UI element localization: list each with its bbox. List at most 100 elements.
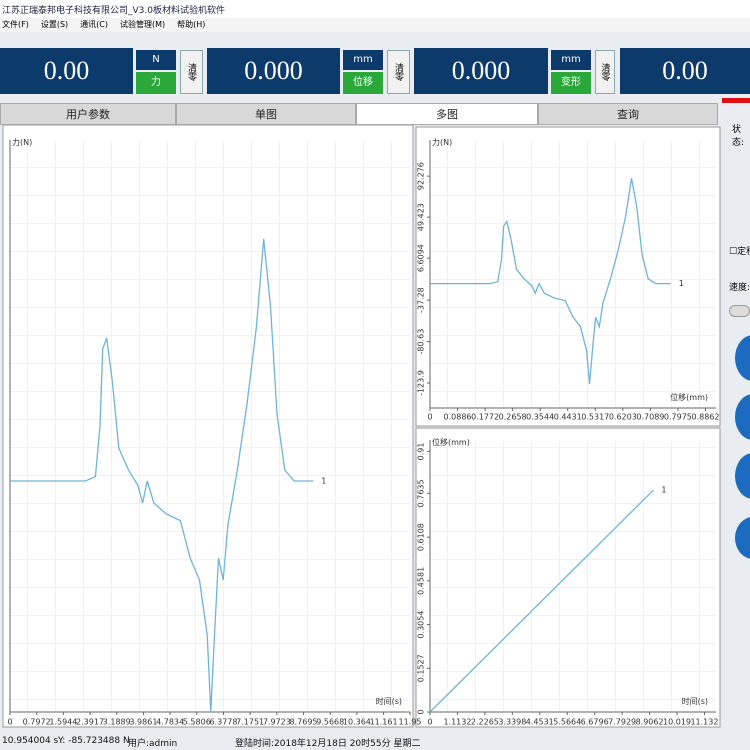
- readout-value: 0.00: [620, 48, 750, 94]
- x-tick-label: 3.9861: [129, 718, 157, 727]
- y-tick-label: -123.9: [417, 370, 426, 396]
- x-axis-label: 位移(mm): [670, 392, 708, 402]
- x-tick-label: 10.019: [663, 718, 691, 727]
- menu-item[interactable]: 试验管理(M): [120, 20, 166, 29]
- control-button[interactable]: [735, 394, 750, 440]
- menu-item[interactable]: 文件(F): [2, 20, 29, 29]
- menu-item[interactable]: 设置(S): [40, 20, 69, 29]
- series-label: 1: [679, 279, 684, 288]
- y-tick-label: 0.1527: [417, 654, 426, 682]
- alarm-bar: [722, 98, 750, 103]
- x-tick-label: 4.7834: [156, 718, 184, 727]
- zero-button[interactable]: 清零: [387, 50, 410, 94]
- x-tick-label: 0.7089: [636, 413, 664, 422]
- x-tick-label: 0.7975: [664, 413, 692, 422]
- readout-value: 0.00: [0, 48, 133, 94]
- x-tick-label: 11.161: [370, 718, 398, 727]
- plot-area: [430, 140, 716, 408]
- x-tick-label: 7.7929: [608, 718, 636, 727]
- y-tick-label: 0.3054: [417, 611, 426, 639]
- series-label: 1: [661, 486, 666, 495]
- control-button[interactable]: [735, 453, 750, 499]
- y-tick-label: 0: [417, 709, 426, 714]
- plot-area: [10, 140, 410, 712]
- x-tick-label: 0.6203: [609, 413, 637, 422]
- series-label: 1: [321, 477, 326, 486]
- zero-button[interactable]: 清零: [180, 50, 203, 94]
- status-text: Y: -85.723488 N: [58, 736, 130, 746]
- readout-name: 变形: [551, 72, 591, 94]
- x-tick-label: 1.1132: [443, 718, 471, 727]
- x-tick-label: 5.5806: [183, 718, 211, 727]
- data-line: [10, 238, 314, 713]
- x-tick-label: 0.0886: [444, 413, 472, 422]
- x-tick-label: 11.95: [399, 718, 422, 727]
- tab[interactable]: 用户参数: [0, 103, 176, 125]
- x-tick-label: 2.3917: [76, 718, 104, 727]
- x-tick-label: 0.2658: [499, 413, 527, 422]
- x-tick-label: 7.1751: [236, 718, 264, 727]
- menu-item[interactable]: 通讯(C): [80, 20, 108, 29]
- x-tick-label: 0.8862: [691, 413, 719, 422]
- x-tick-label: 0.5317: [581, 413, 609, 422]
- x-tick-label: 3.1889: [103, 718, 131, 727]
- plot-area: [430, 440, 716, 712]
- x-tick-label: 1.5944: [49, 718, 77, 727]
- x-tick-label: 10.364: [343, 718, 371, 727]
- x-tick-label: 9.5668: [316, 718, 344, 727]
- y-tick-label: -80.63: [417, 329, 426, 355]
- data-line: [429, 489, 654, 713]
- x-tick-label: 3.3398: [498, 718, 526, 727]
- x-tick-label: 8.7695: [290, 718, 318, 727]
- x-tick-label: 0.3544: [526, 413, 554, 422]
- x-tick-label: 4.4531: [526, 718, 554, 727]
- x-tick-label: 2.2265: [471, 718, 499, 727]
- tab[interactable]: 单图: [176, 103, 356, 125]
- speed-label: 速度:: [729, 283, 750, 293]
- x-tick-label: 0.7972: [23, 718, 51, 727]
- status-text: 10.954004 s: [2, 736, 59, 746]
- x-axis-label: 时间(s): [376, 696, 402, 706]
- x-tick-label: 0: [427, 413, 432, 422]
- readout-unit: mm: [551, 50, 591, 70]
- x-axis-label: 时间(s): [682, 696, 708, 706]
- readout-value: 0.000: [414, 48, 548, 94]
- x-tick-label: 5.5664: [553, 718, 581, 727]
- y-axis-label: 力(N): [12, 137, 32, 147]
- control-button[interactable]: [735, 517, 750, 559]
- y-axis-label: 力(N): [432, 137, 452, 147]
- y-tick-label: 0.6108: [417, 523, 426, 551]
- status-text: 登陆时间:2018年12月18日 20时55分 星期二: [235, 739, 421, 749]
- y-tick-label: 49.423: [417, 203, 426, 231]
- x-tick-label: 11.132: [690, 718, 718, 727]
- tab-active[interactable]: 多图: [356, 103, 538, 125]
- x-tick-label: 7.9723: [263, 718, 291, 727]
- menu-bar: 文件(F) 设置(S) 通讯(C) 试验管理(M) 帮助(H): [0, 18, 750, 32]
- y-tick-label: 0.4581: [417, 567, 426, 595]
- tab[interactable]: 查询: [538, 103, 718, 125]
- x-tick-label: 0: [7, 718, 12, 727]
- x-tick-label: 0: [427, 718, 432, 727]
- title-bar: 江苏正瑞泰邦电子科技有限公司_V3.0板材料试验机软件: [0, 0, 750, 18]
- status-label: 状态:: [732, 125, 745, 148]
- y-tick-label: 0.91: [417, 443, 426, 461]
- x-tick-label: 6.6796: [581, 718, 609, 727]
- y-tick-label: 0.7635: [417, 479, 426, 507]
- y-tick-label: 6.6094: [417, 244, 426, 272]
- zero-button[interactable]: 清零: [595, 50, 615, 94]
- data-line: [430, 178, 671, 385]
- control-button[interactable]: [735, 335, 750, 381]
- checkbox-label: 定移: [737, 247, 750, 257]
- x-tick-label: 6.3778: [209, 718, 237, 727]
- checkbox[interactable]: ☐定移: [729, 244, 750, 257]
- y-tick-label: -37.28: [417, 287, 426, 313]
- menu-item[interactable]: 帮助(H): [177, 20, 206, 29]
- status-text: 用户:admin: [128, 739, 178, 749]
- readout-name: 位移: [343, 72, 383, 94]
- x-tick-label: 0.4431: [554, 413, 582, 422]
- speed-slider[interactable]: [729, 305, 750, 317]
- readout-value: 0.000: [207, 48, 340, 94]
- readout-unit: N: [136, 50, 176, 70]
- y-axis-label: 位移(mm): [432, 437, 470, 447]
